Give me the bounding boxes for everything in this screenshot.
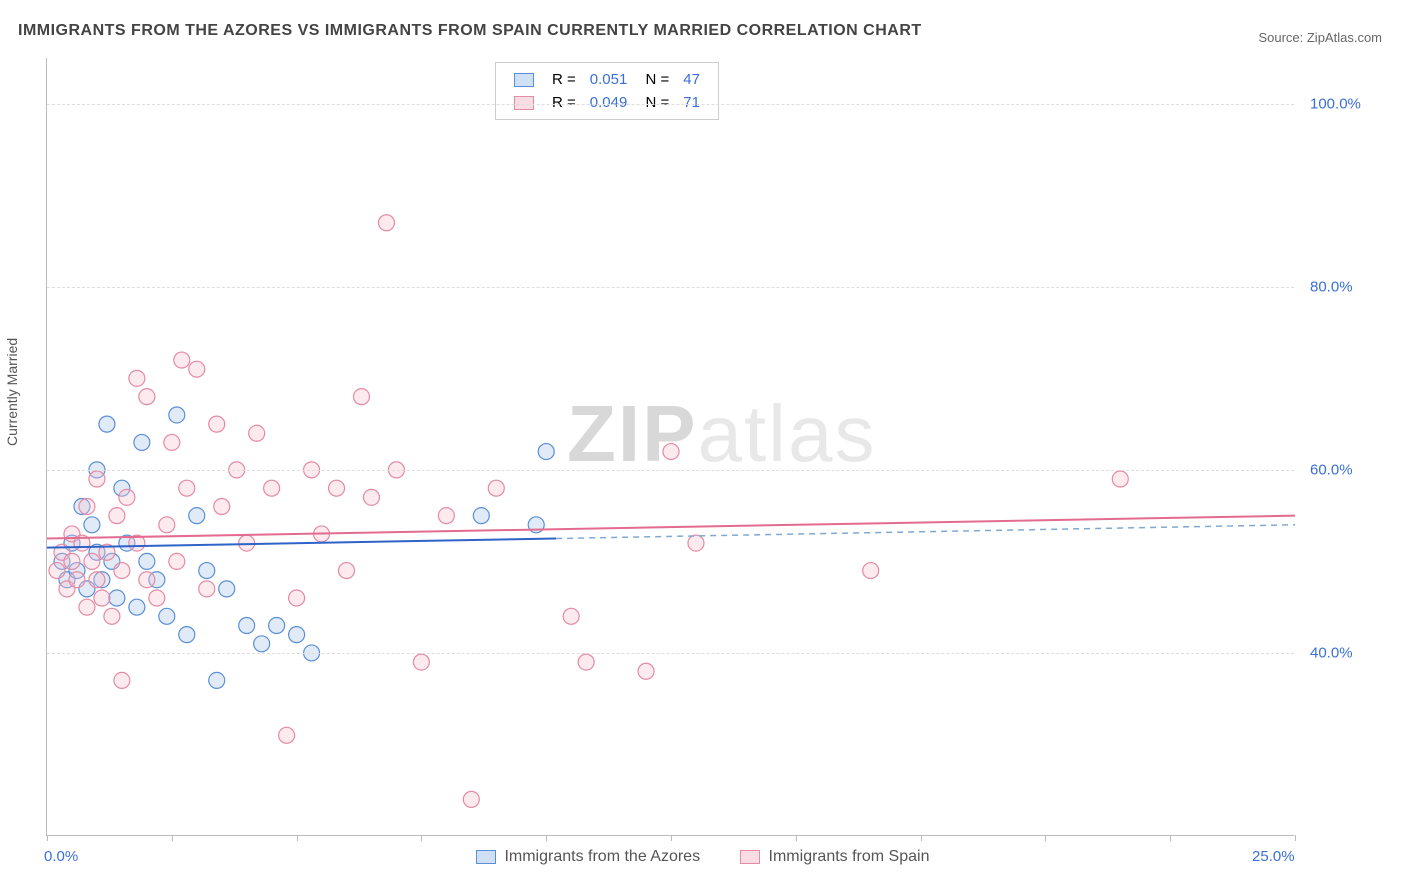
x-tick bbox=[921, 835, 922, 841]
x-tick bbox=[47, 835, 48, 841]
y-tick-label: 80.0% bbox=[1310, 278, 1353, 295]
x-tick bbox=[1295, 835, 1296, 841]
legend-correlation: R =0.051 N =47R =0.049 N =71 bbox=[495, 62, 719, 120]
x-tick bbox=[1045, 835, 1046, 841]
chart-plot-area: ZIPatlas R =0.051 N =47R =0.049 N =71 bbox=[46, 58, 1294, 836]
legend-n-label: N = bbox=[635, 69, 675, 90]
legend-n-label: N = bbox=[635, 92, 675, 113]
legend-n-value: 47 bbox=[677, 69, 706, 90]
x-tick bbox=[671, 835, 672, 841]
legend-series: Immigrants from the Azores Immigrants fr… bbox=[476, 848, 929, 866]
y-axis-label: Currently Married bbox=[4, 338, 20, 446]
x-tick bbox=[172, 835, 173, 841]
gridline bbox=[47, 470, 1294, 471]
y-tick-label: 40.0% bbox=[1310, 644, 1353, 661]
gridline bbox=[47, 104, 1294, 105]
legend-series-item: Immigrants from the Azores bbox=[476, 848, 700, 866]
gridline bbox=[47, 287, 1294, 288]
x-tick-label: 0.0% bbox=[44, 848, 78, 865]
legend-r-label: R = bbox=[546, 69, 582, 90]
x-tick bbox=[421, 835, 422, 841]
legend-r-value: 0.051 bbox=[584, 69, 634, 90]
x-tick bbox=[546, 835, 547, 841]
y-tick-label: 60.0% bbox=[1310, 461, 1353, 478]
legend-series-name: Immigrants from Spain bbox=[769, 848, 930, 865]
legend-n-value: 71 bbox=[677, 92, 706, 113]
x-tick bbox=[796, 835, 797, 841]
source-label: Source: ZipAtlas.com bbox=[1258, 30, 1382, 45]
legend-r-value: 0.049 bbox=[584, 92, 634, 113]
legend-row: R =0.051 N =47 bbox=[508, 69, 706, 90]
gridline bbox=[47, 653, 1294, 654]
x-tick-label: 25.0% bbox=[1252, 848, 1295, 865]
chart-svg bbox=[47, 58, 1295, 836]
x-tick bbox=[297, 835, 298, 841]
legend-r-label: R = bbox=[546, 92, 582, 113]
legend-series-item: Immigrants from Spain bbox=[740, 848, 929, 866]
chart-title: IMMIGRANTS FROM THE AZORES VS IMMIGRANTS… bbox=[18, 22, 922, 40]
legend-swatch bbox=[476, 850, 496, 864]
legend-swatch bbox=[740, 850, 760, 864]
legend-series-name: Immigrants from the Azores bbox=[504, 848, 700, 865]
legend-row: R =0.049 N =71 bbox=[508, 92, 706, 113]
x-tick bbox=[1170, 835, 1171, 841]
y-tick-label: 100.0% bbox=[1310, 95, 1361, 112]
legend-swatch bbox=[514, 73, 534, 87]
